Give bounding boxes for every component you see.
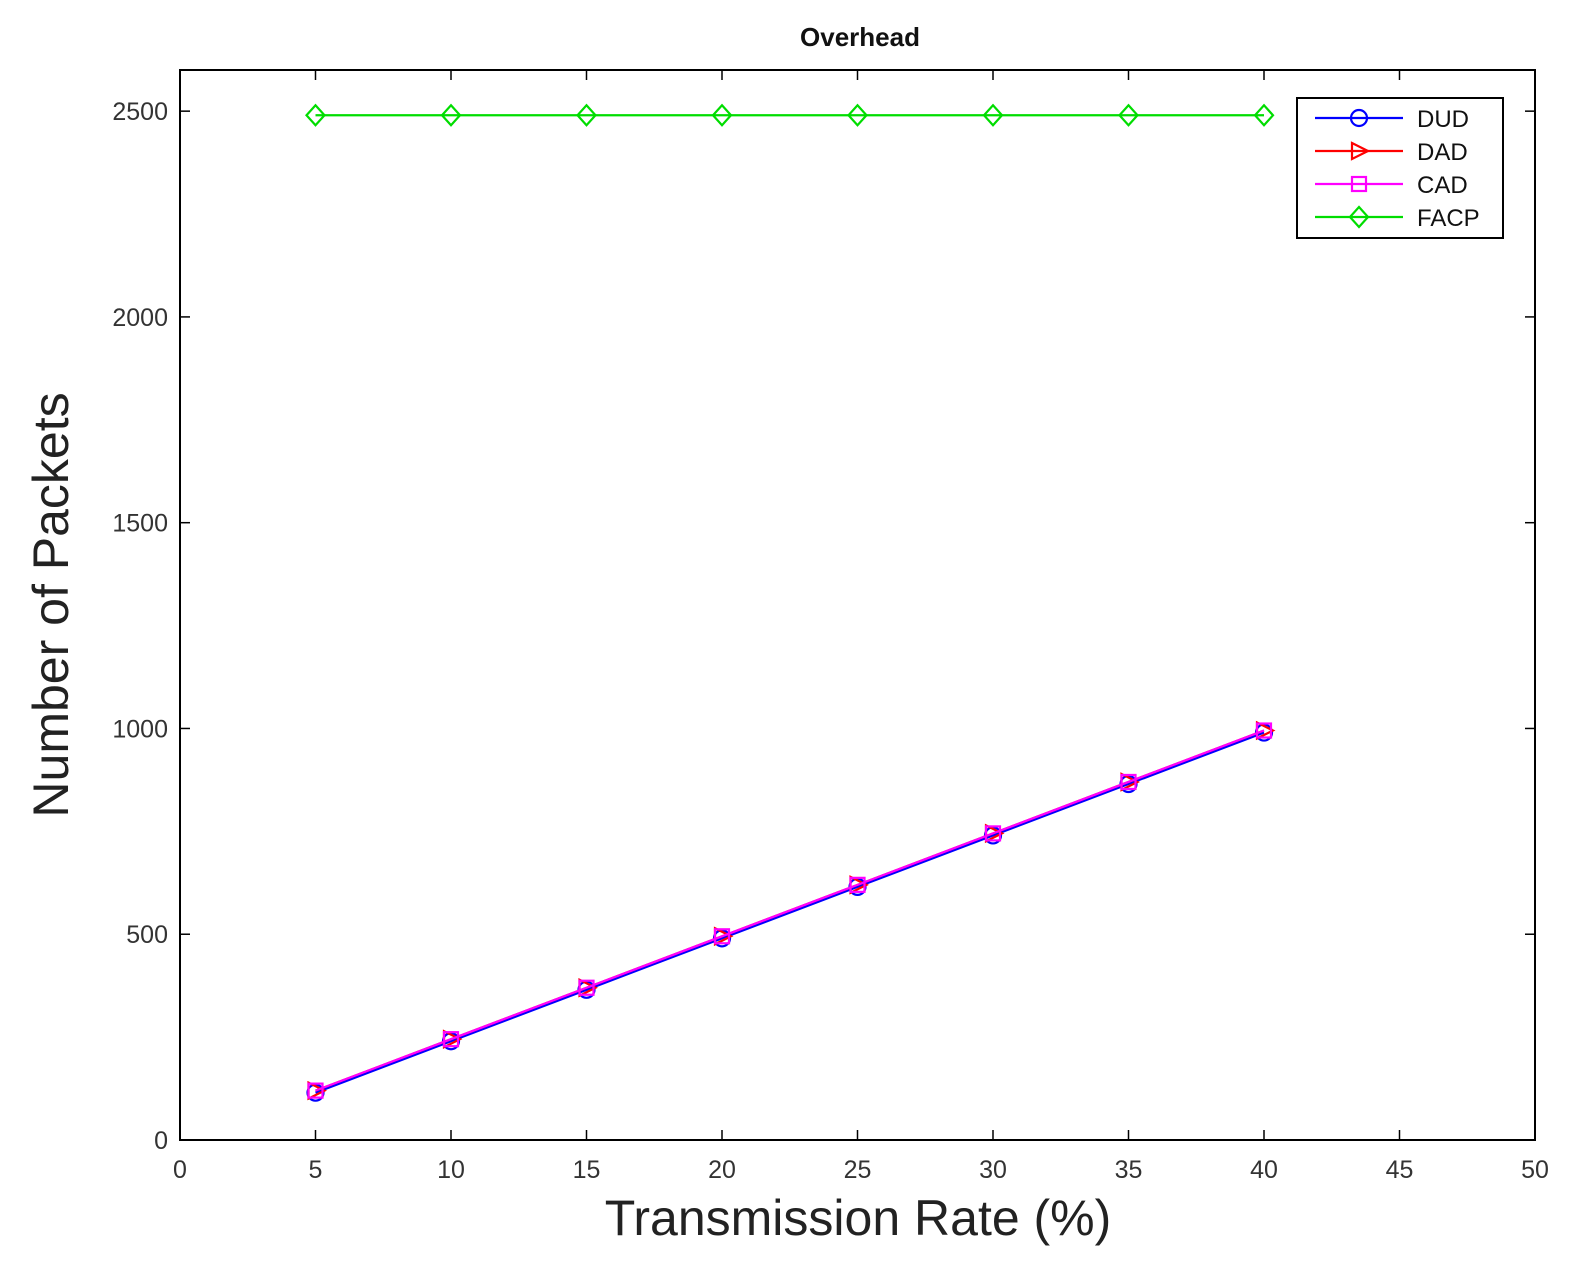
legend-box	[1296, 97, 1504, 239]
legend-label-dud: DUD	[1417, 106, 1469, 133]
series-line-cad	[315, 729, 1265, 1092]
data-point-cad	[713, 928, 731, 945]
x-tick-label: 40	[1250, 1156, 1278, 1184]
y-tick-label: 2500	[112, 98, 168, 126]
x-tick-label: 20	[708, 1156, 736, 1184]
data-point-cad	[1255, 722, 1273, 739]
legend-marker-facp	[1348, 205, 1370, 229]
data-point-facp	[847, 103, 868, 127]
legend-label-dad: DAD	[1417, 139, 1468, 166]
y-tick-label: 1500	[112, 510, 168, 538]
x-tick-label: 5	[309, 1156, 323, 1184]
data-point-facp	[1118, 103, 1139, 127]
data-point-facp	[982, 103, 1004, 127]
data-point-facp	[1253, 103, 1275, 127]
legend-marker-cad	[1350, 175, 1368, 193]
x-tick-label: 0	[173, 1156, 187, 1184]
data-point-facp	[711, 103, 733, 127]
data-point-facp	[305, 103, 326, 127]
x-axis-title: Transmission Rate (%)	[605, 1190, 1112, 1246]
y-tick-label: 2000	[112, 304, 168, 332]
legend-label-cad: CAD	[1417, 172, 1468, 199]
x-tick-label: 15	[573, 1156, 601, 1184]
data-point-facp	[440, 103, 462, 127]
chart-title: Overhead	[800, 22, 920, 52]
data-point-cad	[1120, 773, 1137, 791]
x-tick-label: 45	[1386, 1156, 1414, 1184]
x-tick-label: 35	[1115, 1156, 1143, 1184]
legend: DUD DAD CAD FACP	[1296, 97, 1504, 239]
y-tick-label: 500	[126, 921, 168, 949]
data-point-cad	[307, 1082, 324, 1099]
data-point-cad	[578, 979, 595, 996]
legend-marker-dad	[1350, 141, 1371, 161]
x-tick-label: 10	[437, 1156, 465, 1184]
x-tick-label: 25	[844, 1156, 872, 1184]
y-tick-label: 1000	[112, 715, 168, 743]
y-tick-label: 0	[154, 1127, 168, 1155]
data-point-cad	[849, 876, 866, 893]
x-tick-label: 30	[979, 1156, 1007, 1184]
data-point-cad	[984, 825, 1002, 842]
data-point-facp	[576, 103, 597, 127]
series-line-dud	[315, 731, 1265, 1094]
y-axis-title: Number of Packets	[23, 392, 79, 817]
data-point-cad	[442, 1031, 460, 1048]
x-tick-label: 50	[1521, 1156, 1549, 1184]
legend-label-facp: FACP	[1417, 205, 1480, 232]
legend-marker-dud	[1349, 108, 1369, 128]
